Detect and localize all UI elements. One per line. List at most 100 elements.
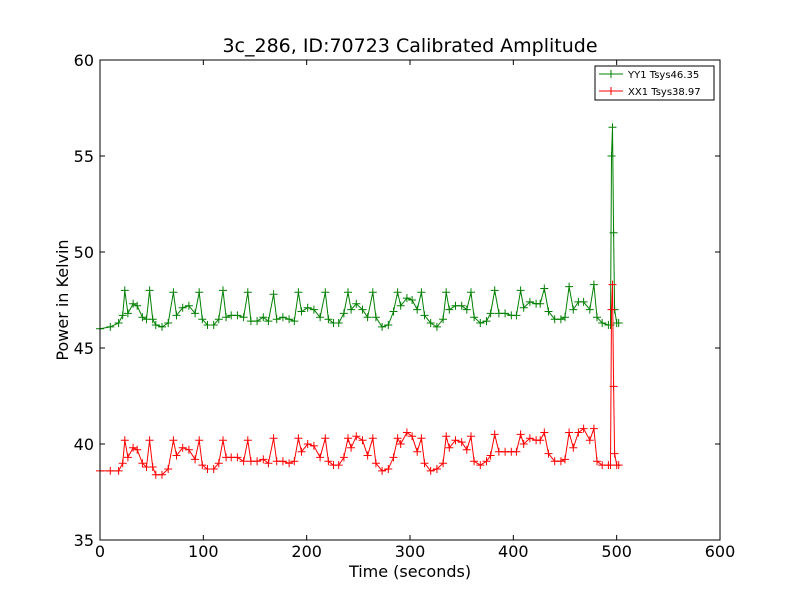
series-1 [96, 123, 623, 333]
data-point [198, 315, 207, 324]
data-point [536, 299, 545, 308]
data-point [358, 436, 367, 445]
data-point [120, 436, 129, 445]
data-point [269, 434, 278, 443]
data-point [402, 294, 411, 303]
data-point [396, 301, 405, 310]
data-point [148, 315, 157, 324]
data-point [393, 288, 402, 297]
data-point [191, 309, 200, 318]
data-point [339, 453, 348, 462]
data-point [138, 459, 147, 468]
data-point [129, 443, 138, 452]
data-point [432, 465, 441, 473]
data-point [164, 465, 173, 473]
data-point [512, 447, 521, 456]
data-point [593, 313, 601, 322]
legend: YY1 Tsys46.35 XX1 Tsys38.97 [594, 65, 715, 101]
data-point [209, 465, 218, 473]
data-point [593, 457, 601, 466]
data-point [378, 466, 387, 475]
data-point [123, 453, 132, 462]
data-point [195, 288, 204, 297]
data-point [565, 428, 574, 437]
data-point [344, 288, 352, 297]
data-point [393, 434, 402, 443]
data-point [579, 424, 588, 433]
data-point [264, 459, 273, 468]
y-tick-label: 40 [74, 435, 94, 454]
data-point [264, 317, 273, 326]
data-point [451, 436, 460, 445]
data-point [172, 451, 181, 460]
data-point [462, 305, 471, 314]
data-point [316, 313, 325, 322]
data-point [164, 319, 173, 327]
legend-marker [607, 87, 615, 95]
x-tick-label: 500 [601, 542, 632, 561]
data-point [347, 443, 356, 452]
data-point [290, 457, 299, 466]
data-point [585, 436, 594, 445]
series-line [99, 127, 619, 330]
y-tick-label: 45 [74, 339, 94, 358]
data-point [457, 301, 466, 310]
data-point [608, 280, 617, 289]
data-point [540, 284, 549, 293]
x-tick-label: 200 [291, 542, 322, 561]
data-point [158, 470, 166, 479]
data-point [324, 315, 333, 324]
data-point [579, 297, 588, 306]
data-point [219, 436, 227, 445]
data-point [278, 457, 287, 466]
chart-title: 3c_286, ID:70723 Calibrated Amplitude [222, 35, 597, 57]
data-point [540, 428, 549, 437]
data-point [339, 309, 348, 318]
data-point [482, 317, 491, 326]
data-point [303, 440, 312, 448]
data-point [294, 288, 303, 297]
data-point [239, 457, 248, 466]
axis-ticks: 0 100 200 300 400 500 600 35 40 45 50 55 60 [74, 51, 736, 561]
data-point [525, 434, 534, 443]
y-tick-label: 60 [74, 51, 94, 70]
data-point [363, 313, 372, 322]
data-point [607, 305, 616, 314]
data-point [259, 313, 268, 322]
data-point [519, 303, 528, 312]
data-point [278, 313, 287, 322]
data-point [368, 288, 377, 297]
data-point [347, 305, 356, 314]
data-point [358, 305, 367, 314]
data-point [420, 311, 429, 320]
data-point [378, 322, 387, 331]
data-point [285, 459, 294, 468]
data-point [321, 434, 330, 443]
data-point [467, 432, 475, 441]
data-point [610, 449, 619, 458]
data-point [486, 451, 495, 460]
data-point [106, 322, 115, 331]
data-point [209, 321, 218, 329]
data-point [158, 322, 166, 331]
data-point [486, 309, 495, 318]
data-point [133, 445, 142, 454]
legend-label: YY1 Tsys46.35 [627, 70, 699, 81]
data-point [516, 430, 525, 439]
data-point [561, 455, 569, 464]
data-point [614, 461, 623, 470]
data-point [243, 288, 252, 297]
data-point [519, 440, 528, 448]
data-point [439, 315, 448, 324]
data-point [233, 311, 242, 320]
data-point [191, 455, 200, 464]
data-point [470, 457, 479, 466]
data-point [607, 152, 616, 160]
data-point [457, 438, 466, 447]
data-point [384, 465, 393, 473]
data-point [138, 313, 147, 322]
data-point [184, 445, 193, 454]
data-point [574, 428, 583, 437]
data-point [309, 441, 318, 450]
